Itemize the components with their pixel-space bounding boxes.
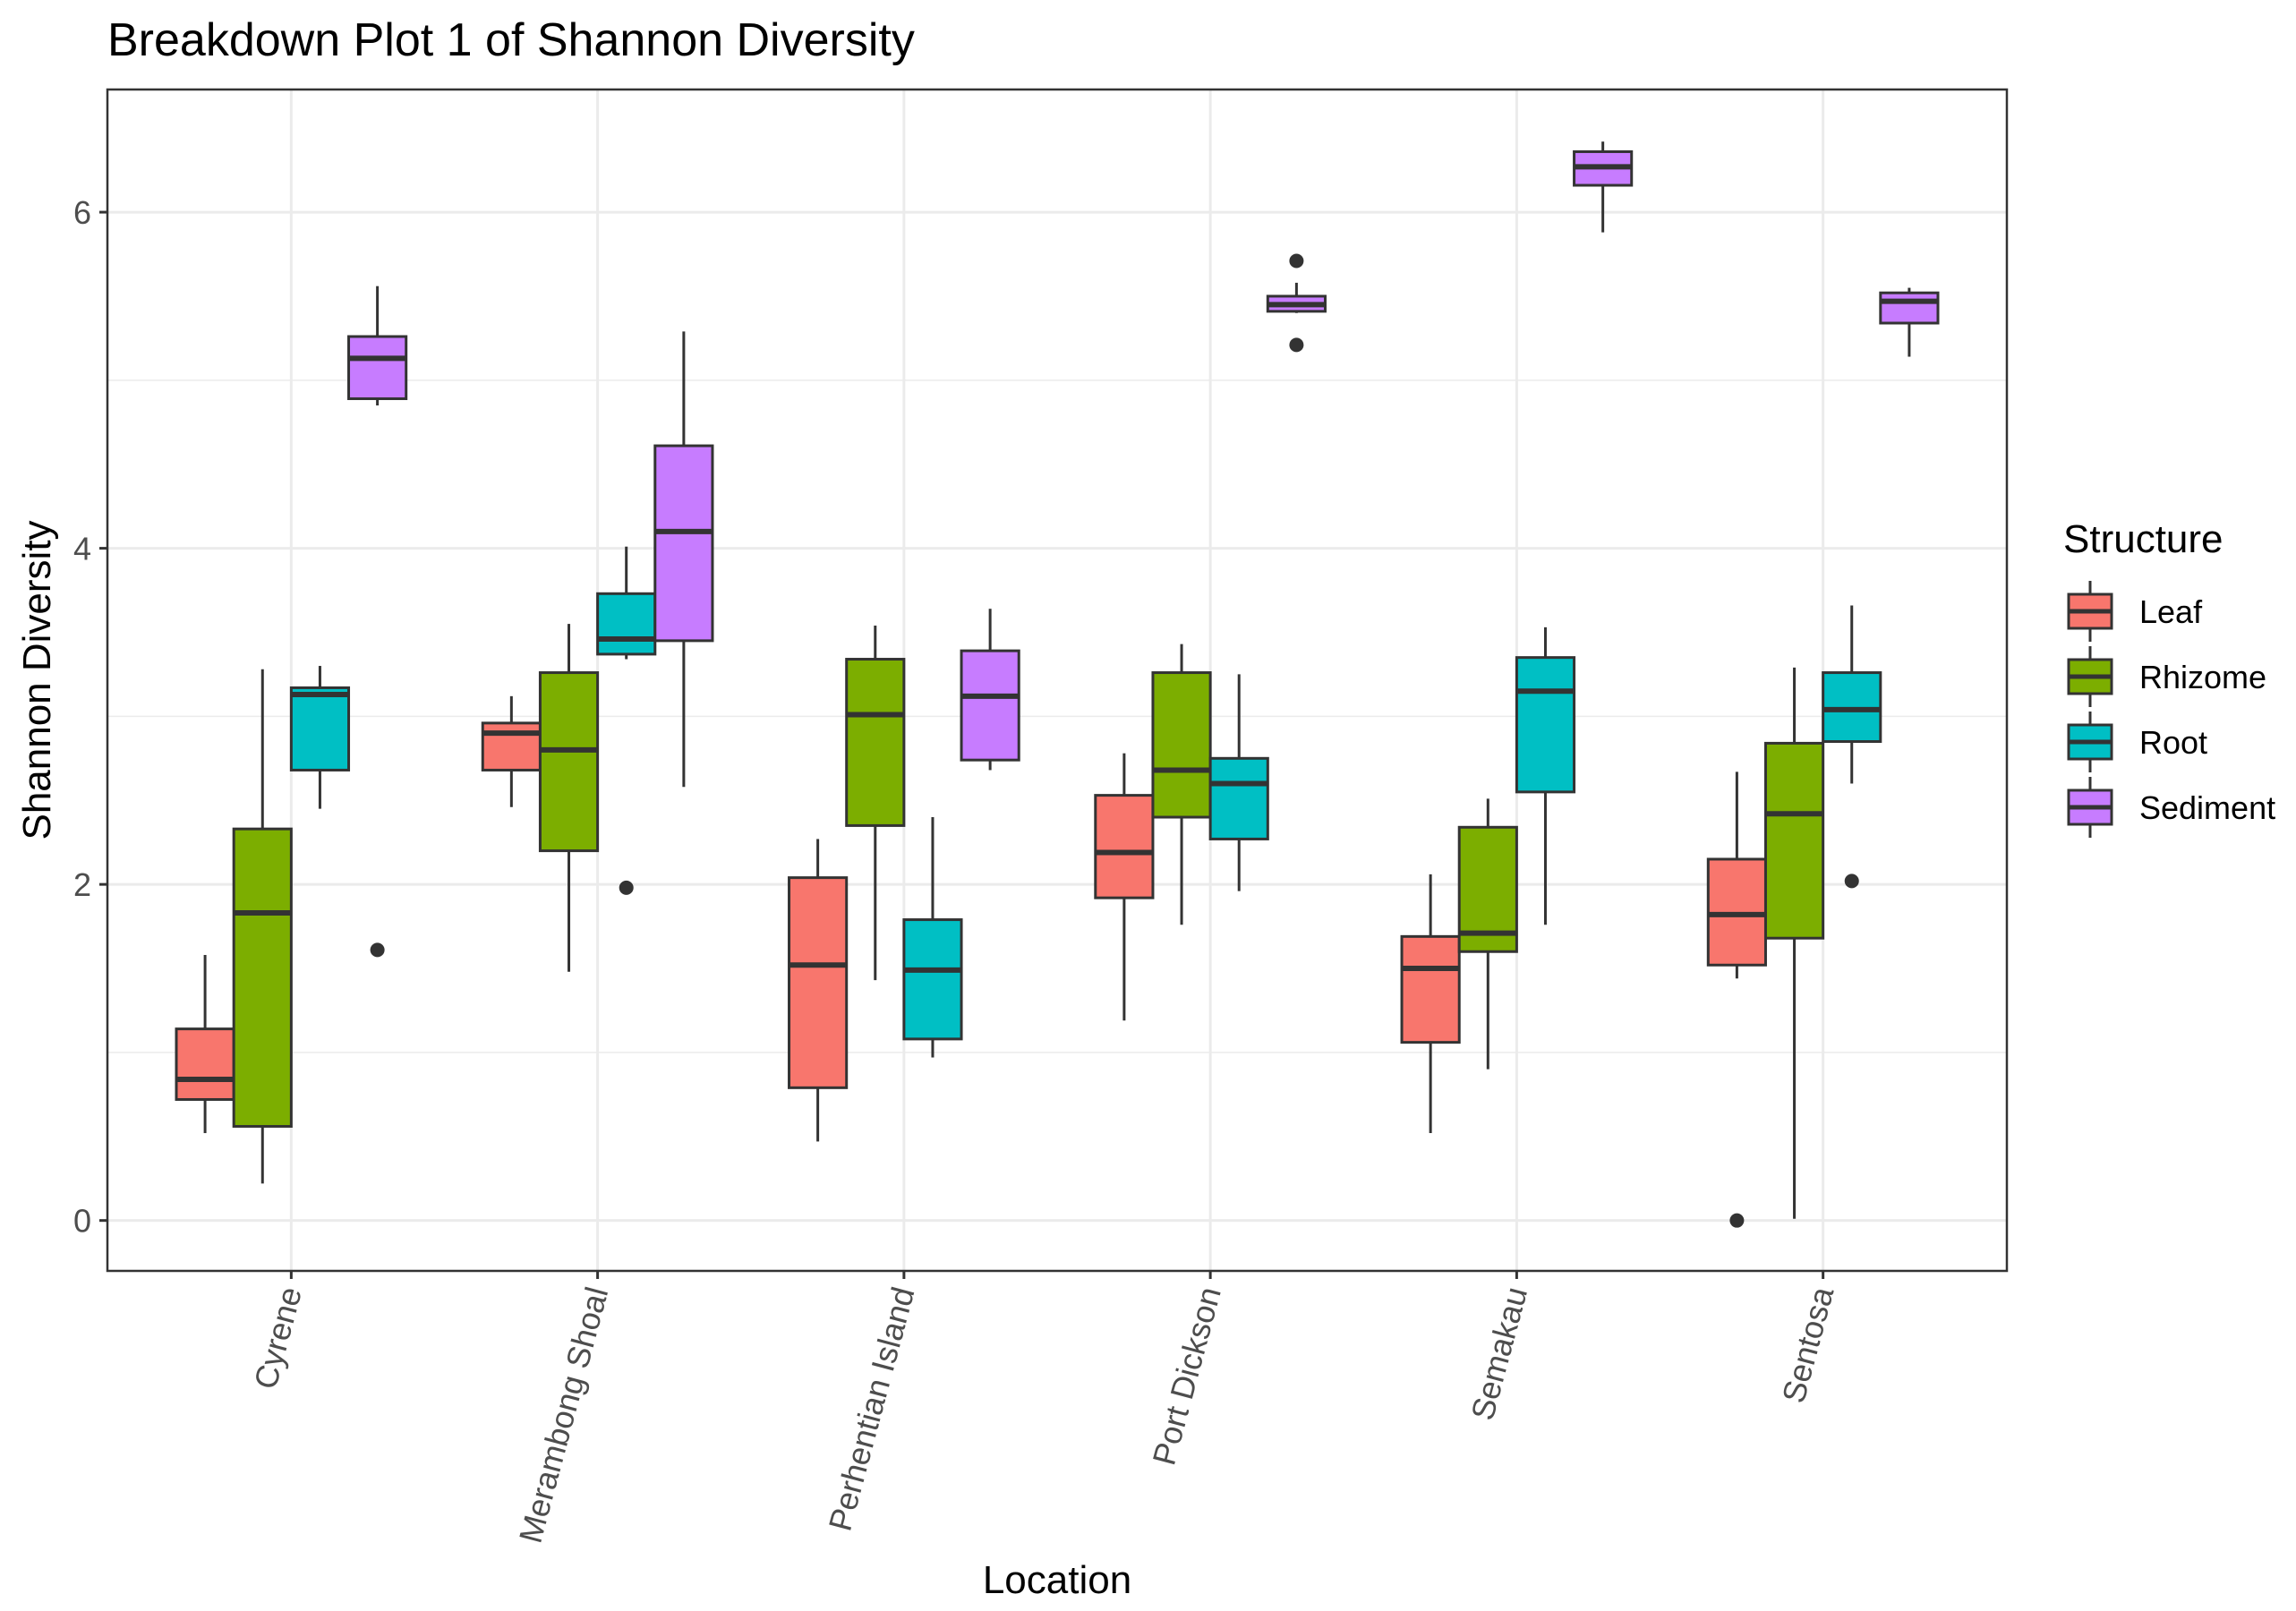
box-rhizome bbox=[1763, 667, 1825, 1219]
x-axis-title: Location bbox=[983, 1558, 1131, 1602]
outlier-point bbox=[1289, 253, 1304, 268]
box-rhizome bbox=[1151, 644, 1212, 925]
box-sediment bbox=[960, 609, 1020, 771]
iqr-box bbox=[175, 1027, 235, 1101]
iqr-box bbox=[232, 827, 293, 1129]
box-rhizome bbox=[538, 624, 600, 972]
iqr-box bbox=[653, 444, 714, 643]
iqr-box bbox=[596, 592, 657, 656]
y-tick-label: 2 bbox=[73, 866, 91, 903]
box-rhizome bbox=[1457, 798, 1518, 1070]
legend-key-rhizome bbox=[2067, 646, 2113, 707]
iqr-box bbox=[902, 918, 963, 1041]
legend-label-rhizome: Rhizome bbox=[2139, 659, 2266, 695]
y-axis-title: Shannon Diversity bbox=[15, 520, 59, 840]
box-sediment bbox=[347, 286, 408, 958]
legend-label-root: Root bbox=[2139, 724, 2207, 761]
legend-title: Structure bbox=[2063, 517, 2223, 561]
box-root bbox=[1515, 626, 1576, 925]
box-sediment bbox=[1879, 287, 1940, 357]
outlier-point bbox=[1844, 874, 1859, 889]
iqr-box bbox=[289, 686, 351, 771]
outlier-point bbox=[370, 942, 385, 958]
y-tick-label: 0 bbox=[73, 1203, 91, 1240]
series-leaf bbox=[175, 695, 1767, 1228]
legend-label-leaf: Leaf bbox=[2139, 593, 2203, 630]
series-sediment bbox=[347, 141, 1940, 958]
box-rhizome bbox=[845, 625, 906, 981]
iqr-box bbox=[1208, 756, 1269, 840]
box-rhizome bbox=[232, 669, 293, 1184]
iqr-box bbox=[788, 876, 849, 1089]
iqr-box bbox=[481, 721, 542, 771]
iqr-box bbox=[1763, 741, 1825, 940]
legend-label-sediment: Sediment bbox=[2139, 789, 2275, 826]
box-root bbox=[1208, 674, 1269, 891]
legend-key-sediment bbox=[2067, 777, 2113, 838]
iqr-box bbox=[1515, 656, 1576, 794]
box-root bbox=[1822, 605, 1882, 889]
iqr-box bbox=[1400, 934, 1461, 1044]
box-sediment bbox=[1573, 141, 1634, 233]
iqr-box bbox=[1879, 291, 1940, 325]
legend: Structure Leaf Rhizome Root Sediment bbox=[2063, 517, 2275, 838]
box-root bbox=[902, 817, 963, 1058]
series-root bbox=[289, 546, 1882, 1058]
box-sediment bbox=[1266, 253, 1327, 353]
iqr-box bbox=[538, 671, 600, 853]
legend-key-leaf bbox=[2067, 581, 2113, 642]
box-leaf bbox=[1706, 771, 1767, 1228]
series-rhizome bbox=[232, 624, 1825, 1219]
outlier-point bbox=[619, 880, 634, 895]
box-sediment bbox=[653, 331, 714, 788]
iqr-box bbox=[347, 335, 408, 400]
chart-title: Breakdown Plot 1 of Shannon Diversity bbox=[107, 14, 915, 66]
iqr-box bbox=[960, 649, 1020, 762]
legend-key-root bbox=[2067, 712, 2113, 772]
box-leaf bbox=[1094, 753, 1155, 1021]
box-leaf bbox=[175, 954, 235, 1134]
iqr-box bbox=[1151, 671, 1212, 819]
iqr-box bbox=[1094, 794, 1155, 899]
y-tick-label: 6 bbox=[73, 194, 91, 231]
box-root bbox=[289, 666, 351, 809]
y-tick-label: 4 bbox=[73, 531, 91, 567]
iqr-box bbox=[845, 658, 906, 827]
plot-panel-border bbox=[106, 88, 2009, 1273]
box-series bbox=[175, 141, 1940, 1228]
box-leaf bbox=[788, 839, 849, 1142]
outlier-point bbox=[1729, 1213, 1745, 1228]
outlier-point bbox=[1289, 337, 1304, 353]
plot-panel-background bbox=[107, 90, 2007, 1271]
grid-lines bbox=[107, 90, 2007, 1271]
box-leaf bbox=[1400, 874, 1461, 1134]
